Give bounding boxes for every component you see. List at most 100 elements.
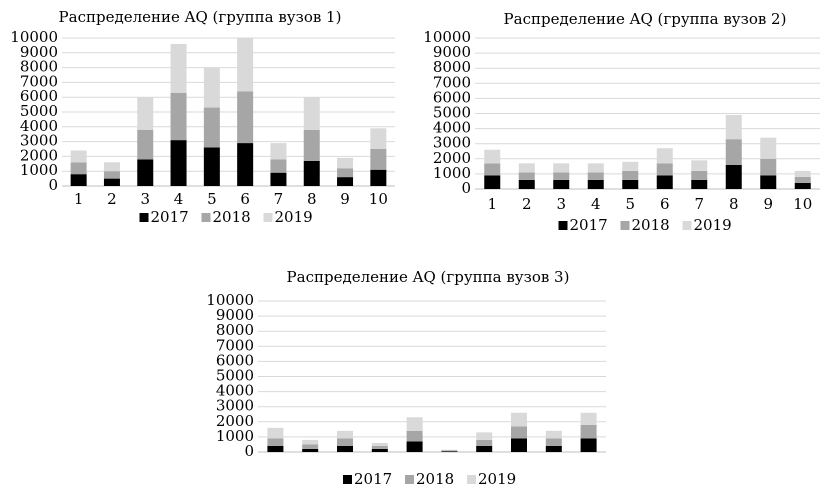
x-tick-label: 10	[793, 195, 812, 213]
legend-label: 2018	[213, 208, 251, 226]
x-tick-label: 1	[487, 195, 497, 213]
x-tick-label: 1	[74, 190, 84, 208]
y-tick-label: 8000	[216, 321, 254, 339]
bar-segment	[270, 143, 287, 160]
chart-title: Распределение AQ (группа вузов 3)	[287, 268, 570, 286]
bar-segment	[580, 438, 597, 452]
bar-segment	[484, 175, 501, 189]
bar-segment	[518, 172, 535, 180]
x-tick-label: 5	[207, 190, 217, 208]
bar-segment	[267, 438, 284, 446]
bar-segment	[270, 172, 287, 186]
bar-segment	[545, 438, 562, 446]
bar-segment	[103, 162, 120, 172]
bar-segment	[203, 67, 220, 108]
bar-segment	[237, 38, 254, 92]
legend-label: 2019	[478, 470, 516, 488]
bar-segment	[794, 170, 811, 177]
bar-segment	[267, 427, 284, 439]
legend-swatch	[263, 213, 273, 222]
bar-segment	[656, 175, 673, 189]
bar-segment	[337, 438, 353, 446]
bar-segment	[170, 92, 187, 141]
bar-segment	[553, 163, 570, 173]
bar-segment	[587, 172, 604, 180]
bar-segment	[303, 129, 320, 161]
y-tick-label: 10000	[10, 28, 58, 46]
bar-segment	[70, 174, 87, 186]
legend-swatch	[558, 221, 568, 230]
y-tick-label: 6000	[433, 88, 471, 106]
chart-title: Распределение AQ (группа вузов 2)	[504, 10, 787, 28]
x-tick-label: 10	[369, 190, 388, 208]
bar-segment	[337, 430, 353, 439]
bar-segment	[337, 445, 353, 452]
bar-segment	[237, 143, 254, 186]
bar-segment	[545, 445, 562, 452]
y-tick-label: 1000	[433, 164, 471, 182]
bar-segment	[371, 448, 388, 452]
y-tick-label: 10000	[206, 291, 254, 309]
y-tick-label: 8000	[20, 58, 58, 76]
y-tick-label: 6000	[20, 87, 58, 105]
bar-segment	[545, 430, 562, 439]
y-tick-label: 1000	[216, 427, 254, 445]
y-tick-label: 9000	[20, 43, 58, 61]
bar-segment	[203, 107, 220, 148]
legend-swatch	[201, 213, 211, 222]
legend-swatch	[467, 475, 476, 484]
legend-label: 2017	[151, 208, 189, 226]
legend-label: 2018	[632, 216, 670, 234]
bar-segment	[760, 137, 777, 159]
bar-segment	[406, 430, 423, 442]
y-tick-label: 7000	[20, 72, 58, 90]
legend-swatch	[139, 213, 149, 222]
bar-segment	[622, 179, 639, 189]
bar-segment	[691, 179, 708, 189]
bar-segment	[170, 140, 187, 186]
bar-segment	[794, 176, 811, 183]
chart-title: Распределение AQ (группа вузов 1)	[59, 8, 342, 26]
bar-segment	[370, 149, 387, 170]
bar-segment	[760, 175, 777, 189]
y-tick-label: 5000	[433, 104, 471, 122]
y-tick-label: 4000	[433, 119, 471, 137]
bar-segment	[725, 139, 742, 165]
x-tick-label: 9	[763, 195, 773, 213]
bar-segment	[302, 448, 319, 452]
bar-segment	[622, 170, 639, 180]
y-tick-label: 3000	[433, 134, 471, 152]
legend-swatch	[682, 221, 692, 230]
bar-segment	[371, 442, 388, 446]
x-tick-label: 7	[274, 190, 284, 208]
bar-segment	[553, 179, 570, 189]
bar-segment	[725, 115, 742, 140]
bar-segment	[511, 412, 527, 427]
bar-segment	[580, 424, 597, 439]
bar-segment	[441, 450, 458, 452]
y-tick-label: 1000	[20, 161, 58, 179]
bar-segment	[371, 445, 388, 449]
bar-segment	[484, 163, 501, 176]
bar-segment	[518, 179, 535, 189]
y-tick-label: 5000	[216, 367, 254, 385]
bar-segment	[337, 157, 354, 169]
y-tick-label: 2000	[20, 146, 58, 164]
y-tick-label: 7000	[216, 336, 254, 354]
bar-segment	[137, 129, 154, 160]
bar-segment	[270, 159, 287, 173]
bar-segment	[267, 445, 284, 452]
legend-swatch	[620, 221, 630, 230]
legend-label: 2019	[694, 216, 732, 234]
bar-segment	[725, 164, 742, 189]
legend-label: 2018	[416, 470, 454, 488]
bar-segment	[511, 426, 527, 439]
y-tick-label: 2000	[216, 412, 254, 430]
bar-segment	[170, 43, 187, 93]
bar-segment	[303, 160, 320, 186]
bar-segment	[484, 149, 501, 164]
x-tick-label: 6	[660, 195, 670, 213]
bar-segment	[656, 163, 673, 176]
bar-segment	[441, 451, 458, 452]
x-tick-label: 9	[340, 190, 350, 208]
